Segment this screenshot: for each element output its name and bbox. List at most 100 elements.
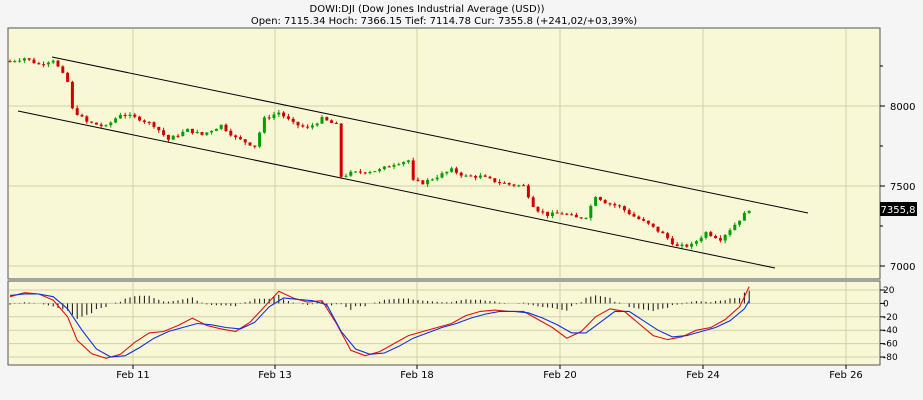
candle-body — [214, 128, 218, 131]
chart-subtitle: Open: 7115.34 Hoch: 7366.15 Tief: 7114.7… — [251, 16, 637, 27]
candle-body — [282, 112, 286, 117]
oscillator-panel — [7, 280, 881, 366]
candle-body — [181, 131, 185, 137]
candle-body — [248, 142, 252, 146]
candle-body — [421, 180, 425, 185]
candle-body — [430, 179, 434, 181]
candle-body — [363, 172, 367, 174]
candle-body — [229, 130, 233, 136]
candle-body — [584, 217, 588, 219]
candle-body — [555, 212, 559, 214]
candle-body — [368, 171, 372, 174]
candle-body — [262, 117, 266, 133]
candle-body — [531, 197, 535, 207]
candle-body — [27, 58, 31, 60]
candle-body — [142, 120, 146, 122]
candle-body — [546, 211, 550, 216]
candle-body — [22, 58, 26, 61]
candle-body — [253, 145, 257, 147]
candle-body — [579, 217, 583, 219]
candle-body — [32, 59, 36, 64]
candle-body — [459, 172, 463, 176]
candle-body — [738, 220, 742, 225]
candle-body — [541, 211, 545, 213]
candle-body — [200, 132, 204, 135]
candle-body — [238, 137, 242, 140]
candle-body — [742, 212, 746, 221]
candle-body — [666, 233, 670, 239]
candle-body — [474, 176, 478, 178]
candle-body — [680, 244, 684, 247]
candle-body — [411, 160, 415, 180]
candle-body — [109, 122, 113, 126]
candle-body — [406, 160, 410, 163]
oscillator-blue-line — [9, 293, 750, 358]
candle-body — [339, 123, 343, 177]
candle-body — [286, 116, 290, 119]
candle-body — [46, 62, 50, 65]
candle-body — [723, 234, 727, 241]
candle-body — [728, 230, 732, 235]
candle-body — [224, 124, 228, 131]
channel-lines — [17, 56, 809, 269]
candle-body — [469, 175, 473, 177]
candle-body — [402, 162, 406, 165]
candle-body — [90, 121, 94, 123]
candle-body — [8, 61, 12, 63]
oscillator-axis-tick-label: 20 — [883, 286, 895, 296]
candle-body — [75, 108, 79, 115]
candle-body — [51, 60, 55, 63]
candle-body — [114, 118, 118, 123]
candle-body — [642, 219, 646, 221]
candle-body — [195, 132, 199, 134]
candle-body — [517, 185, 521, 187]
candle-body — [747, 210, 751, 213]
candle-body — [219, 124, 223, 129]
candle-body — [598, 197, 602, 201]
candle-body — [526, 185, 530, 198]
candle-body — [522, 185, 526, 187]
candle-body — [258, 132, 262, 147]
candle-body — [483, 175, 487, 177]
candle-body — [334, 122, 338, 124]
oscillator-axis-tick-label: -60 — [883, 340, 898, 350]
candle-body — [80, 114, 84, 117]
candle-body — [512, 184, 516, 186]
candle-body — [85, 116, 89, 122]
candle-body — [171, 135, 175, 140]
candle-body — [378, 169, 382, 172]
candle-body — [694, 241, 698, 244]
candle-body — [94, 122, 98, 125]
candle-body — [42, 64, 46, 66]
candle-body — [464, 175, 468, 177]
candle-body — [387, 166, 391, 168]
candle-body — [661, 231, 665, 234]
x-axis-tick-label: Feb 20 — [543, 370, 577, 381]
candle-body — [493, 178, 497, 183]
candle-body — [373, 171, 377, 173]
candle-body — [176, 135, 180, 137]
x-axis-tick-label: Feb 13 — [258, 370, 292, 381]
candle-body — [714, 235, 718, 239]
candle-body — [450, 168, 454, 172]
candle-body — [296, 121, 300, 126]
oscillator-axis-tick-label: 0 — [883, 299, 889, 309]
price-panel — [7, 27, 881, 280]
candle-body — [618, 205, 622, 207]
price-axis: 8000 7500 7000 — [880, 65, 915, 273]
candle-body — [704, 232, 708, 238]
price-candles — [8, 57, 751, 250]
candle-body — [416, 179, 420, 181]
candle-body — [61, 66, 65, 73]
candle-body — [685, 244, 689, 247]
candle-body — [565, 213, 569, 215]
oscillator-red-line — [9, 286, 750, 359]
candle-body — [488, 176, 492, 179]
candle-body — [234, 135, 238, 138]
candle-body — [104, 125, 108, 127]
candle-body — [507, 182, 511, 185]
candle-body — [291, 118, 295, 122]
candle-body — [651, 223, 655, 227]
candle-body — [498, 182, 502, 184]
candle-body — [306, 126, 310, 128]
